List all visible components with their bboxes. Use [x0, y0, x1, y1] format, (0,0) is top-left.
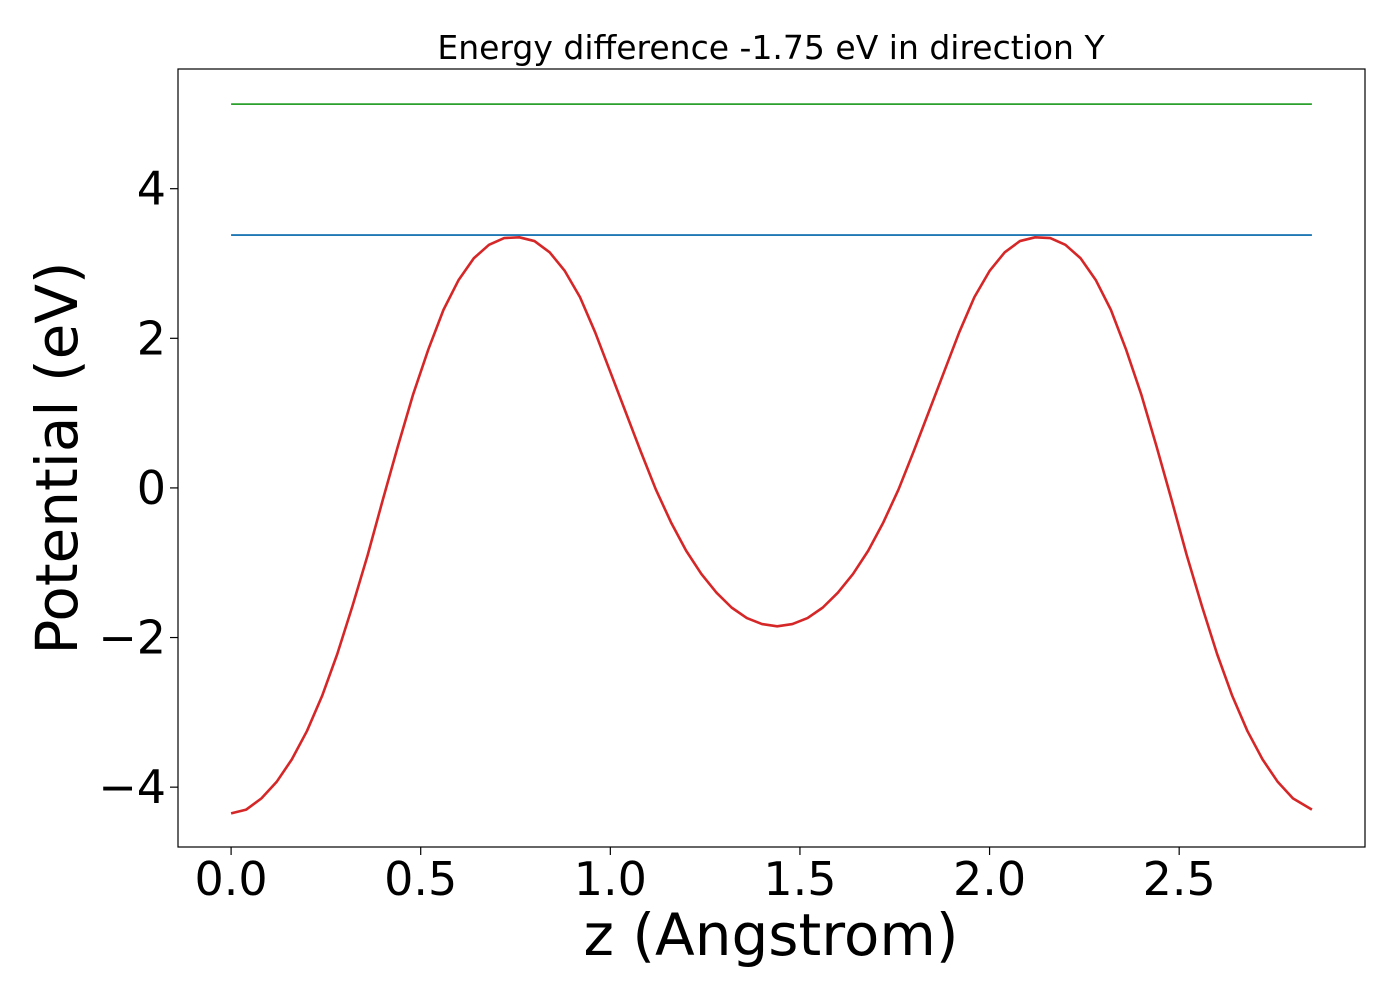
x-tick-label: 2.0: [953, 852, 1026, 906]
series-line-0: [230, 236, 1313, 815]
y-tick-label: 0: [137, 461, 166, 515]
y-tick-label: −2: [98, 611, 166, 665]
x-tick-label: 0.0: [195, 852, 268, 906]
x-axis-ticks: 0.0 0.5 1.0 1.5 2.0 2.5: [195, 847, 1216, 906]
y-axis-ticks: −4 −2 0 2 4: [98, 162, 178, 814]
x-tick-label: 1.0: [574, 852, 647, 906]
y-tick-label: 4: [137, 162, 166, 216]
y-tick-label: 2: [137, 311, 166, 365]
chart-title: Energy difference -1.75 eV in direction …: [437, 28, 1105, 67]
x-tick-label: 2.5: [1143, 852, 1216, 906]
series-layer: [230, 103, 1313, 815]
y-axis-label: Potential (eV): [23, 261, 91, 654]
x-tick-label: 1.5: [763, 852, 836, 906]
y-tick-label: −4: [98, 760, 166, 814]
x-tick-label: 0.5: [384, 852, 457, 906]
plot-area-frame: [177, 68, 1366, 848]
x-axis-label: z (Angstrom): [584, 901, 959, 969]
